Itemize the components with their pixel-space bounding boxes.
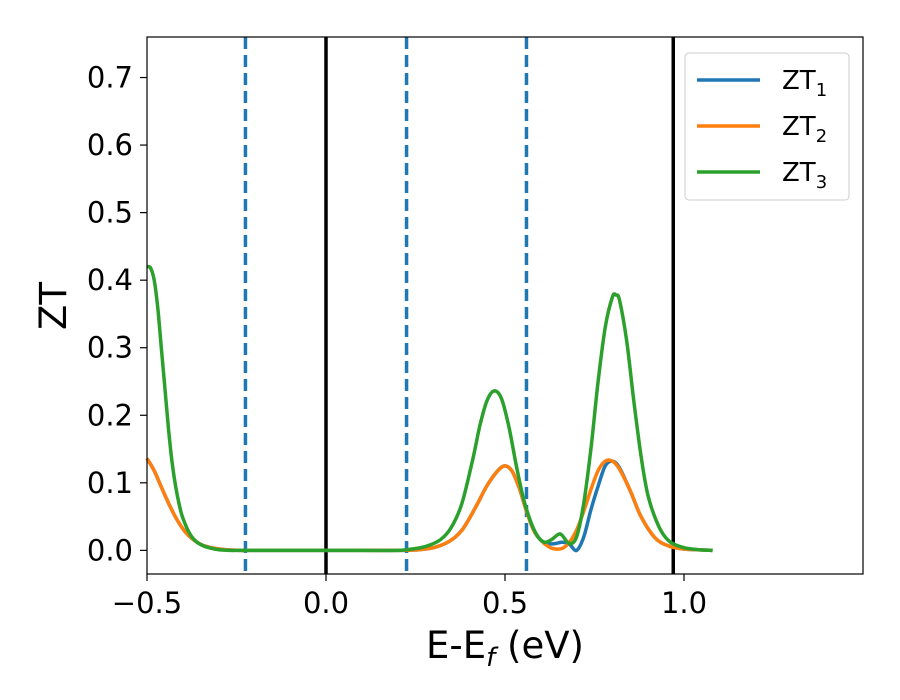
y-tick-label: 0.1 (87, 466, 133, 500)
legend-label-zt1: ZT1 (782, 66, 827, 101)
y-axis-title: ZT (32, 282, 75, 330)
x-tick-label: −0.5 (112, 586, 182, 620)
legend-box (684, 52, 850, 201)
series-line-zt2 (145, 457, 713, 553)
x-axis-ticks: −0.5 0.0 0.5 1.0 (112, 574, 707, 620)
x-tick-label: 0.0 (303, 586, 349, 620)
y-tick-label: 0.5 (87, 196, 133, 230)
y-axis-ticks: 0.0 0.1 0.2 0.3 0.4 0.5 0.6 0.7 (87, 61, 147, 567)
x-tick-label: 1.0 (661, 586, 707, 620)
x-axis-title-unit: (eV) (495, 624, 584, 667)
y-tick-label: 0.0 (87, 533, 133, 567)
legend: ZT1 ZT2 ZT3 (684, 52, 850, 201)
series-line-zt1 (145, 457, 713, 553)
series-lines (145, 264, 713, 553)
y-tick-label: 0.4 (87, 263, 133, 297)
x-axis-title: E-Ef (eV) (426, 624, 584, 673)
y-tick-label: 0.3 (87, 331, 133, 365)
y-tick-label: 0.6 (87, 128, 133, 162)
y-tick-label: 0.7 (87, 61, 133, 95)
y-tick-label: 0.2 (87, 398, 133, 432)
x-tick-label: 0.5 (482, 586, 528, 620)
series-line-zt3 (146, 264, 713, 553)
reference-lines (243, 37, 676, 574)
legend-label-zt3: ZT3 (782, 158, 827, 193)
legend-label-zt2: ZT2 (782, 112, 827, 147)
